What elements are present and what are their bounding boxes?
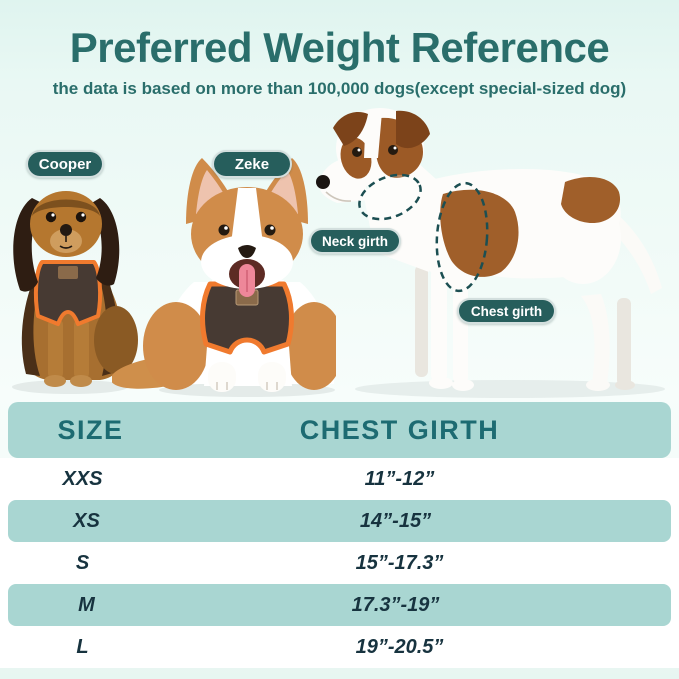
page-title: Preferred Weight Reference — [69, 24, 610, 71]
size-value: M — [78, 593, 95, 616]
size-value: XXS — [62, 467, 103, 490]
right-ear — [396, 110, 430, 149]
table-row-m: M 17.3”-19” — [8, 584, 671, 626]
size-value: S — [75, 551, 90, 574]
chest-girth-value: 19”-20.5” — [355, 635, 444, 658]
table-row-l: L 19”-20.5” — [0, 626, 679, 668]
chest-girth-ellipse — [435, 181, 489, 293]
chest-girth-label: Chest girth — [457, 298, 556, 324]
dog-photo-measurement — [316, 108, 665, 398]
dog-name-badge-zeke: Zeke — [212, 150, 292, 178]
neck-girth-label: Neck girth — [309, 228, 401, 254]
chest-girth-value: 14”-15” — [359, 509, 432, 532]
column-header-size: SIZE — [57, 414, 124, 445]
size-value: L — [76, 635, 89, 658]
size-chart-body: XXS 11”-12” XS 14”-15” S 15”-17.3” M 17.… — [0, 458, 679, 668]
rump-patch — [561, 177, 621, 224]
table-row-xs: XS 14”-15” — [8, 500, 671, 542]
size-value: XS — [73, 509, 100, 532]
size-chart-header-row: SIZE CHEST GIRTH — [8, 402, 671, 458]
chest-girth-value: 15”-17.3” — [355, 551, 444, 574]
zeke-harness — [200, 281, 294, 355]
dog-photo-cooper — [12, 191, 138, 394]
left-ear — [333, 111, 368, 146]
chest-girth-value: 11”-12” — [364, 467, 435, 490]
table-row-s: S 15”-17.3” — [0, 542, 679, 584]
column-header-chest-girth: CHEST GIRTH — [299, 414, 500, 445]
left-eye-patch — [340, 137, 372, 179]
dog-name-badge-cooper: Cooper — [26, 150, 104, 178]
neck-girth-ellipse — [358, 173, 422, 221]
size-chart-table: SIZE CHEST GIRTH XXS 11”-12” XS 14”-15” … — [0, 402, 679, 668]
dog-photo-zeke — [112, 158, 336, 397]
shoulder-patch — [440, 189, 519, 277]
page-subtitle: the data is based on more than 100,000 d… — [52, 79, 627, 98]
chest-girth-value: 17.3”-19” — [351, 593, 440, 616]
table-row-xxs: XXS 11”-12” — [0, 458, 679, 500]
